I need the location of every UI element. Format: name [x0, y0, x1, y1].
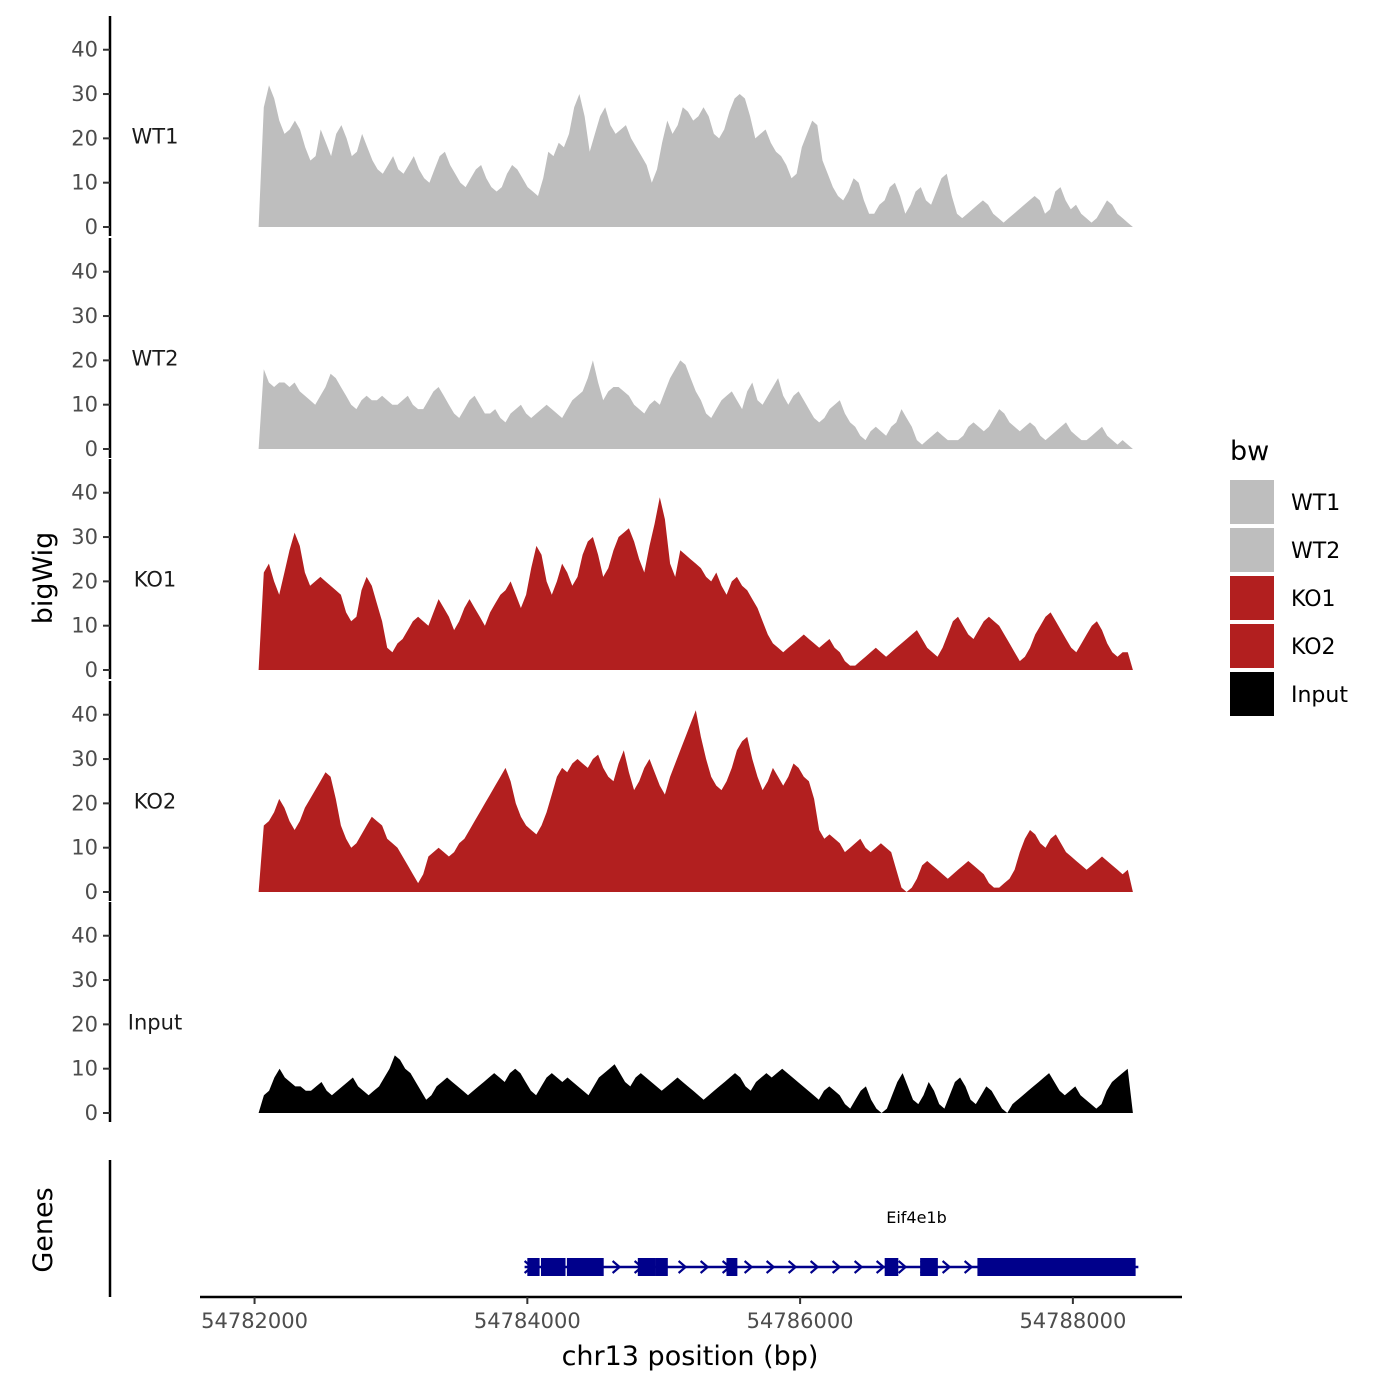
legend-label-ko1: KO1: [1291, 587, 1336, 612]
legend-title: bw: [1230, 436, 1269, 467]
y-tick-label: 0: [85, 1101, 98, 1125]
y-axis-title: bigWig: [28, 532, 59, 625]
track-labels: WT1 WT2 KO1 KO2 Input: [128, 124, 182, 1034]
legend-swatch-wt2: [1230, 528, 1274, 572]
panel-ko2: 0 10 20 30 40: [71, 681, 1133, 904]
gene-label: Eif4e1b: [886, 1208, 947, 1227]
gene-exon: [527, 1258, 540, 1276]
y-tick-label: 10: [71, 171, 98, 195]
y-tick-label: 40: [71, 924, 98, 948]
gene-exon: [977, 1258, 1136, 1276]
x-tick-label: 54786000: [747, 1309, 854, 1333]
gene-exon: [884, 1258, 899, 1276]
legend-label-ko2: KO2: [1291, 635, 1336, 660]
legend: bw WT1 WT2 KO1 KO2 Input: [1230, 436, 1348, 716]
legend-swatch-ko2: [1230, 624, 1274, 668]
x-tick-label: 54788000: [1019, 1309, 1126, 1333]
x-axis: 54782000 54784000 54786000 54788000: [200, 1295, 1182, 1333]
legend-swatch-input: [1230, 672, 1274, 716]
y-tick-label: 0: [85, 437, 98, 461]
y-tick-label: 40: [71, 260, 98, 284]
y-tick-label: 30: [71, 747, 98, 771]
y-tick-label: 20: [71, 791, 98, 815]
gene-exon: [637, 1258, 656, 1276]
x-tick-label: 54784000: [474, 1309, 581, 1333]
track-label-ko2: KO2: [134, 789, 177, 813]
series-area-wt1: [258, 85, 1133, 227]
genes-panel: Eif4e1b: [108, 1160, 1139, 1297]
gene-exon: [726, 1258, 738, 1276]
legend-label-input: Input: [1291, 683, 1348, 708]
y-tick-label: 20: [71, 1012, 98, 1036]
track-label-ko1: KO1: [134, 567, 177, 591]
strand-arrow-icon: [677, 1260, 688, 1274]
gene-exon: [655, 1258, 668, 1276]
panel-ko1: 0 10 20 30 40: [71, 459, 1133, 682]
y-tick-label: 40: [71, 703, 98, 727]
y-tick-label: 30: [71, 525, 98, 549]
y-tick-label: 0: [85, 880, 98, 904]
series-area-ko2: [258, 710, 1133, 892]
strand-arrow-icon: [875, 1260, 886, 1274]
strand-arrow-icon: [787, 1260, 798, 1274]
gene-exon: [540, 1258, 566, 1276]
legend-label-wt1: WT1: [1291, 491, 1340, 516]
gene-exon: [920, 1258, 938, 1276]
y-tick-label: 40: [71, 38, 98, 62]
bigwig-panels: 0 10 20 30 40 0 10 20 30 40 0 10 20 30 40 0 10 20 30 40 0 10 2…: [71, 16, 1133, 1125]
strand-arrow-icon: [897, 1260, 908, 1274]
strand-arrow-icon: [831, 1260, 842, 1274]
gene-exon: [566, 1258, 604, 1276]
y-tick-label: 30: [71, 304, 98, 328]
y-tick-label: 10: [71, 836, 98, 860]
track-label-wt2: WT2: [132, 346, 179, 370]
y-tick-label: 30: [71, 82, 98, 106]
legend-swatch-ko1: [1230, 576, 1274, 620]
series-area-wt2: [258, 360, 1133, 449]
track-label-wt1: WT1: [132, 124, 179, 148]
series-area-input: [258, 1055, 1133, 1113]
strand-arrow-icon: [853, 1260, 864, 1274]
strand-arrow-icon: [809, 1260, 820, 1274]
y-tick-label: 0: [85, 658, 98, 682]
legend-label-wt2: WT2: [1291, 539, 1340, 564]
strand-arrow-icon: [765, 1260, 776, 1274]
panel-wt1: 0 10 20 30 40: [71, 16, 1133, 239]
genes-axis-title: Genes: [28, 1187, 59, 1272]
track-label-input: Input: [128, 1010, 182, 1034]
y-tick-label: 20: [71, 348, 98, 372]
series-area-ko1: [258, 497, 1133, 670]
strand-arrow-icon: [963, 1260, 974, 1274]
x-axis-title: chr13 position (bp): [562, 1341, 819, 1372]
y-tick-label: 10: [71, 1057, 98, 1081]
y-tick-label: 0: [85, 215, 98, 239]
x-tick-label: 54782000: [201, 1309, 308, 1333]
y-tick-label: 30: [71, 968, 98, 992]
panel-wt2: 0 10 20 30 40: [71, 238, 1133, 461]
y-tick-label: 20: [71, 126, 98, 150]
strand-arrow-icon: [611, 1260, 622, 1274]
y-tick-label: 20: [71, 569, 98, 593]
strand-arrow-icon: [941, 1260, 952, 1274]
strand-arrow-icon: [699, 1260, 710, 1274]
y-tick-label: 40: [71, 481, 98, 505]
gene-eif4e1b: Eif4e1b: [523, 1208, 1139, 1276]
panel-input: 0 10 20 30 40: [71, 902, 1133, 1125]
y-tick-label: 10: [71, 614, 98, 638]
y-tick-label: 10: [71, 393, 98, 417]
strand-arrow-icon: [743, 1260, 754, 1274]
legend-swatch-wt1: [1230, 480, 1274, 524]
